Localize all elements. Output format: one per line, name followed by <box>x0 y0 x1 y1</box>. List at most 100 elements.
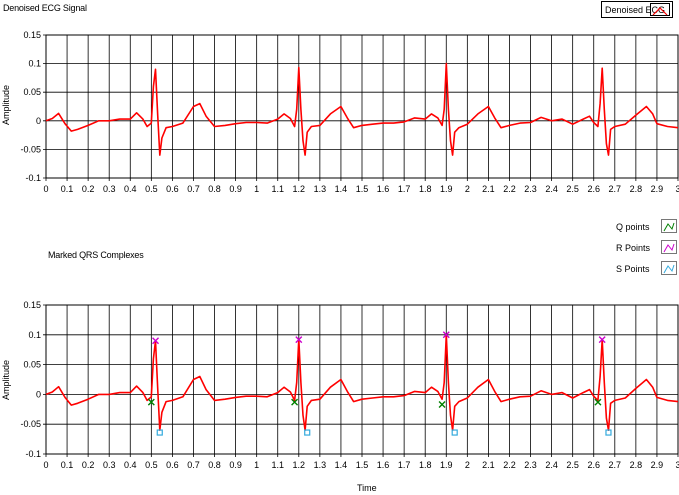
bottom-y-tick-label: -0.05 <box>20 419 41 429</box>
top-x-tick-label: 0.1 <box>61 184 74 194</box>
s-point-marker <box>451 429 458 436</box>
top-x-tick-label: 1.5 <box>356 184 369 194</box>
top-legend-label: Denoised ECG <box>605 5 666 15</box>
top-x-tick-label: 0.4 <box>124 184 137 194</box>
q-point-marker <box>594 398 602 406</box>
top-x-tick-label: 2.6 <box>587 184 600 194</box>
bottom-x-tick-label: 1 <box>254 460 259 470</box>
q-point-marker <box>291 398 299 406</box>
bottom-x-tick-label: 1.9 <box>440 460 453 470</box>
r-point-marker <box>442 331 450 339</box>
bottom-x-tick-label: 2 <box>465 460 470 470</box>
bottom-x-tick-label: 0.6 <box>166 460 179 470</box>
bottom-x-tick-label: 0.9 <box>229 460 242 470</box>
s-point-marker <box>605 429 612 436</box>
top-x-tick-label: 2.1 <box>482 184 495 194</box>
bottom-x-tick-label: 2.7 <box>609 460 622 470</box>
bottom-x-tick-label: 1.3 <box>314 460 327 470</box>
bottom-x-tick-label: 1.7 <box>398 460 411 470</box>
s-legend-label: S Points <box>616 264 650 274</box>
bottom-y-tick-label: -0.1 <box>25 449 41 459</box>
top-x-tick-label: 1.3 <box>314 184 327 194</box>
bottom-x-tick-label: 0.7 <box>187 460 200 470</box>
bottom-x-tick-label: 1.8 <box>419 460 432 470</box>
top-x-tick-label: 1 <box>254 184 259 194</box>
top-x-tick-label: 0.2 <box>82 184 95 194</box>
bottom-x-tick-label: 0.8 <box>208 460 221 470</box>
top-x-tick-label: 0.3 <box>103 184 116 194</box>
bottom-ecg-series-line <box>45 333 679 432</box>
bottom-x-tick-label: 0.5 <box>145 460 158 470</box>
top-x-tick-label: 0 <box>43 184 48 194</box>
top-x-tick-label: 1.6 <box>377 184 390 194</box>
bottom-x-tick-label: 1.1 <box>271 460 284 470</box>
bottom-x-tick-label: 1.5 <box>356 460 369 470</box>
top-x-tick-label: 1.9 <box>440 184 453 194</box>
top-ecg-series-line <box>45 62 679 156</box>
bottom-x-tick-label: 3 <box>675 460 679 470</box>
bottom-chart-title: Marked QRS Complexes <box>48 250 144 260</box>
s-point-marker <box>156 429 163 436</box>
top-x-tick-label: 0.6 <box>166 184 179 194</box>
top-x-tick-label: 1.8 <box>419 184 432 194</box>
bottom-y-tick-label: 0 <box>36 389 41 399</box>
bottom-x-tick-label: 0.1 <box>61 460 74 470</box>
top-chart-title: Denoised ECG Signal <box>3 3 87 13</box>
top-x-tick-label: 2 <box>465 184 470 194</box>
top-x-tick-label: 2.8 <box>630 184 643 194</box>
bottom-x-tick-label: 1.2 <box>293 460 306 470</box>
top-x-tick-label: 2.7 <box>609 184 622 194</box>
top-x-tick-label: 3 <box>675 184 679 194</box>
top-legend: Denoised ECG <box>601 1 673 18</box>
s-marker-icon <box>661 261 677 275</box>
bottom-x-tick-label: 2.2 <box>503 460 516 470</box>
bottom-x-tick-label: 2.4 <box>545 460 558 470</box>
r-marker-icon <box>661 240 677 254</box>
s-point-marker <box>304 429 311 436</box>
bottom-x-tick-label: 1.6 <box>377 460 390 470</box>
bottom-x-tick-label: 2.8 <box>630 460 643 470</box>
top-y-tick-label: 0.15 <box>23 30 41 40</box>
top-x-tick-label: 0.9 <box>229 184 242 194</box>
bottom-y-tick-label: 0.05 <box>23 360 41 370</box>
bottom-x-tick-label: 0.4 <box>124 460 137 470</box>
bottom-x-tick-label: 2.1 <box>482 460 495 470</box>
top-x-tick-label: 2.3 <box>524 184 537 194</box>
top-x-tick-label: 0.7 <box>187 184 200 194</box>
top-x-tick-label: 1.2 <box>293 184 306 194</box>
r-point-marker <box>598 336 606 344</box>
top-x-tick-label: 2.4 <box>545 184 558 194</box>
bottom-x-tick-label: 1.4 <box>335 460 348 470</box>
top-x-tick-label: 1.7 <box>398 184 411 194</box>
top-x-tick-label: 1.4 <box>335 184 348 194</box>
bottom-y-tick-label: 0.1 <box>28 330 41 340</box>
line-swatch-icon <box>650 3 670 16</box>
bottom-x-tick-label: 0.2 <box>82 460 95 470</box>
bottom-x-tick-label: 0 <box>43 460 48 470</box>
r-point-marker <box>152 337 160 345</box>
bottom-x-tick-label: 2.9 <box>651 460 664 470</box>
r-point-marker <box>295 336 303 344</box>
top-y-tick-label: 0.05 <box>23 87 41 97</box>
top-y-tick-label: 0.1 <box>28 59 41 69</box>
bottom-y-tick-label: 0.15 <box>23 300 41 310</box>
q-marker-icon <box>661 219 677 233</box>
top-y-tick-label: 0 <box>36 116 41 126</box>
top-y-tick-label: -0.05 <box>20 144 41 154</box>
q-point-marker <box>438 401 446 409</box>
bottom-x-axis-label: Time <box>357 483 377 493</box>
top-x-tick-label: 2.9 <box>651 184 664 194</box>
top-x-tick-label: 0.5 <box>145 184 158 194</box>
bottom-x-tick-label: 2.6 <box>587 460 600 470</box>
top-x-tick-label: 0.8 <box>208 184 221 194</box>
r-legend-label: R Points <box>616 243 651 253</box>
top-x-tick-label: 1.1 <box>271 184 284 194</box>
bottom-x-tick-label: 2.5 <box>566 460 579 470</box>
q-point-marker <box>147 398 155 406</box>
top-x-tick-label: 2.5 <box>566 184 579 194</box>
top-x-tick-label: 2.2 <box>503 184 516 194</box>
q-legend-label: Q points <box>616 222 650 232</box>
bottom-x-tick-label: 0.3 <box>103 460 116 470</box>
bottom-x-tick-label: 2.3 <box>524 460 537 470</box>
